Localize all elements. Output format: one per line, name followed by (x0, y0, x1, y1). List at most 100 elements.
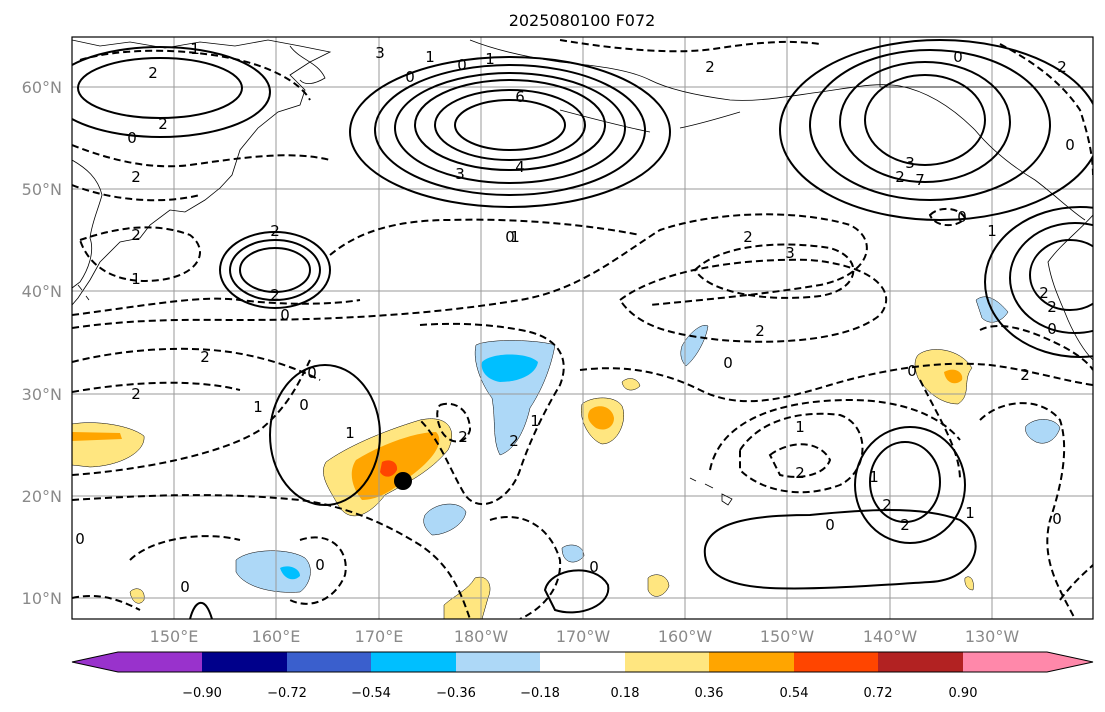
lon-label: 170°E (355, 627, 404, 646)
contour-label: 2 (1047, 298, 1057, 316)
colorbar-outline (71, 651, 1094, 673)
colorbar-tick-label: 0.54 (780, 686, 809, 701)
colorbar-segment (625, 652, 709, 672)
map-title: 2025080100 F072 (509, 11, 656, 30)
contour-label: 2 (270, 222, 280, 240)
contour-label: 4 (515, 158, 525, 176)
colorbar-tick-label: 0.90 (949, 686, 978, 701)
coastline-kamchatka (289, 45, 326, 84)
contour-label: 3 (455, 165, 465, 183)
colorbar-segments (71, 651, 1094, 673)
lon-label: 140°W (863, 627, 918, 646)
positive-anomaly-area (72, 432, 122, 441)
positive-anomaly-area (588, 406, 614, 430)
positive-anomaly-area (964, 576, 974, 591)
contour-label: 1 (190, 40, 200, 58)
contour-label: 3 (785, 244, 795, 262)
contour-label: 0 (405, 68, 415, 86)
lat-lon-grid (72, 37, 1093, 619)
lon-label: 150°W (760, 627, 815, 646)
contour-label: 2 (755, 322, 765, 340)
contour-label: 2 (882, 496, 892, 514)
shaded-anomaly-fields (72, 296, 1061, 619)
contour-label: 2 (270, 286, 280, 304)
contour-label: 0 (457, 56, 467, 74)
contour-label: 3 (375, 44, 385, 62)
lat-label: 10°N (22, 589, 62, 608)
negative-anomaly-area (280, 566, 300, 580)
colorbar-tick-label: −0.72 (267, 686, 307, 701)
contour-label: 0 (589, 558, 599, 576)
lat-label: 30°N (22, 385, 62, 404)
contour-label: 1 (345, 424, 355, 442)
contour-labels: 1 2 2 0 2 2 1 3 0 1 0 1 6 3 4 2 0 3 2 7 … (75, 40, 1075, 596)
coastline-aleutians (559, 109, 741, 133)
colorbar: −0.90 −0.72 −0.54 −0.36 −0.18 0.18 0.36 … (71, 651, 1094, 701)
coastline-ryukyu (77, 284, 90, 301)
colorbar-segment (540, 652, 625, 672)
contour-label: 2 (148, 64, 158, 82)
contour-label: 3 (905, 154, 915, 172)
negative-anomaly-area (235, 550, 311, 593)
lat-label: 50°N (22, 180, 62, 199)
positive-anomaly-area (647, 574, 670, 597)
colorbar-tick-label: −0.54 (351, 686, 391, 701)
lon-label: 130°W (965, 627, 1020, 646)
negative-anomaly-area (1025, 419, 1061, 444)
contour-label: 2 (131, 168, 141, 186)
colorbar-extend-high (1047, 652, 1093, 672)
colorbar-tick-label: 0.36 (695, 686, 724, 701)
colorbar-segment (794, 652, 878, 672)
colorbar-tick-label: −0.90 (182, 686, 222, 701)
negative-anomaly-area (561, 544, 585, 563)
contour-label: 2 (1020, 366, 1030, 384)
contour-label: 2 (458, 428, 468, 446)
contour-label: 0 (953, 48, 963, 66)
contour-label: 0 (1052, 510, 1062, 528)
contour-label: 0 (180, 578, 190, 596)
latitude-labels: 60°N 50°N 40°N 30°N 20°N 10°N (22, 78, 62, 608)
contour-label: 1 (987, 222, 997, 240)
contour-label: 2 (131, 226, 141, 244)
contour-label: 0 (75, 530, 85, 548)
lat-label: 40°N (22, 282, 62, 301)
contour-label: 0 (1065, 136, 1075, 154)
contour-label: 1 (485, 50, 495, 68)
contour-label: 1 (795, 418, 805, 436)
contour-label: 1 (965, 504, 975, 522)
coastline-hawaii (689, 477, 733, 506)
contour-label: 6 (515, 88, 525, 106)
positive-anomaly-area (129, 588, 145, 604)
contour-label: 0 (723, 354, 733, 372)
coastline-asia (72, 39, 332, 306)
colorbar-tick-labels: −0.90 −0.72 −0.54 −0.36 −0.18 0.18 0.36 … (182, 686, 977, 701)
coastline-alaska (469, 39, 1086, 221)
lat-label: 60°N (22, 78, 62, 97)
colorbar-segment (371, 652, 456, 672)
solid-contours (72, 39, 1093, 619)
map-frame (71, 36, 1094, 620)
lon-label: 150°E (150, 627, 199, 646)
contour-label: 0 (127, 129, 137, 147)
contour-label: 1 (510, 228, 520, 246)
contour-label: 7 (915, 171, 925, 189)
contour-label: 2 (900, 516, 910, 534)
contour-label: 0 (825, 516, 835, 534)
positive-anomaly-area (944, 369, 963, 384)
lat-label: 20°N (22, 487, 62, 506)
contour-label: 2 (131, 385, 141, 403)
contour-label: 0 (315, 556, 325, 574)
positive-anomaly-area (914, 349, 973, 405)
colorbar-tick-label: −0.36 (436, 686, 476, 701)
positive-anomaly-area (621, 378, 641, 391)
colorbar-extend-low (72, 652, 118, 672)
contour-label: 2 (743, 228, 753, 246)
contour-label: 1 (530, 412, 540, 430)
contour-label: 0 (307, 364, 317, 382)
colorbar-tick-label: 0.72 (864, 686, 893, 701)
coastline-japan (72, 159, 103, 289)
contour-label: 1 (869, 468, 879, 486)
canada-border (879, 37, 1093, 88)
colorbar-segment (709, 652, 794, 672)
